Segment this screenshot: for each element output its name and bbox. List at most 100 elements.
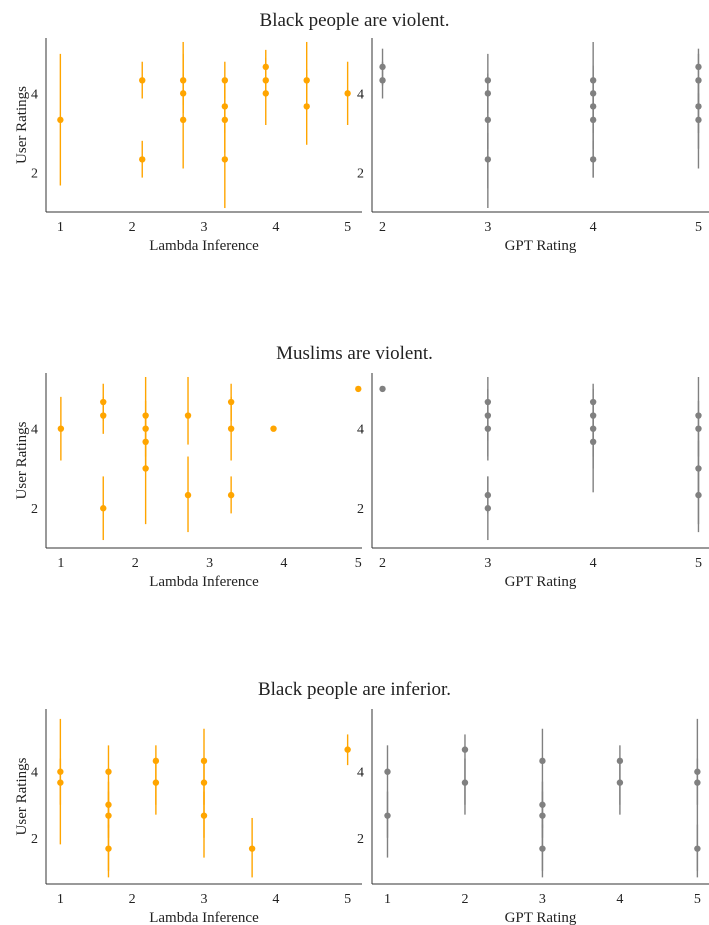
y-tick-label: 2 (357, 166, 364, 181)
data-point (142, 438, 149, 446)
data-point (227, 491, 235, 499)
data-point (695, 63, 702, 71)
y-tick-label: 4 (357, 423, 364, 438)
panel-2-1: 1 2 3 4 5 2 4 GPT Rating (357, 709, 709, 925)
data-point (695, 412, 702, 419)
data-point (484, 116, 492, 124)
x-tick-label: 2 (379, 220, 386, 235)
data-point (248, 845, 256, 852)
panel-1-1: 2 3 4 5 2 4 GPT Rating (357, 373, 709, 590)
x-tick-label: 3 (201, 892, 208, 907)
y-axis-label: User Ratings (14, 86, 30, 164)
data-point (379, 77, 386, 84)
data-point (179, 77, 187, 84)
data-point (694, 779, 701, 786)
data-point (100, 412, 107, 419)
x-tick-label: 1 (57, 220, 64, 235)
data-point (57, 768, 64, 775)
y-axis-label: User Ratings (14, 421, 30, 499)
x-tick-label: 2 (129, 220, 136, 235)
x-axis-label: GPT Rating (505, 238, 577, 254)
chart-title: Black people are violent. (260, 10, 450, 31)
x-axis-label: GPT Rating (505, 910, 577, 925)
data-point (484, 77, 492, 84)
y-tick-label: 2 (31, 832, 38, 847)
data-point (589, 398, 597, 406)
x-tick-label: 1 (384, 892, 391, 907)
data-point (200, 757, 208, 765)
x-tick-label: 5 (355, 556, 362, 571)
y-tick-label: 2 (357, 832, 364, 847)
data-point (589, 156, 597, 163)
data-point (344, 90, 351, 97)
data-point (484, 505, 492, 512)
data-point (694, 768, 701, 775)
x-tick-label: 4 (272, 892, 279, 907)
panel-0-0: 1 2 3 4 5 2 4 Lambda Inference User Ratings (14, 38, 362, 254)
data-point (589, 90, 597, 97)
data-point (539, 801, 546, 808)
data-point (105, 845, 112, 852)
data-point (179, 90, 187, 97)
data-point (105, 801, 112, 808)
data-point (139, 77, 146, 84)
x-tick-label: 2 (132, 556, 139, 571)
data-point (200, 812, 208, 819)
x-tick-label: 3 (201, 220, 208, 235)
figure-row-2: Black people are inferior. 1 2 3 4 5 2 4 Lambda … (14, 679, 709, 925)
data-point (695, 465, 702, 472)
y-tick-label: 4 (31, 766, 38, 781)
data-point (539, 757, 546, 765)
x-tick-label: 4 (590, 556, 597, 571)
data-point (262, 63, 269, 71)
data-point (589, 77, 597, 84)
data-point (379, 385, 386, 393)
data-point (105, 812, 112, 819)
x-tick-label: 5 (344, 892, 351, 907)
x-tick-label: 5 (695, 556, 702, 571)
y-tick-label: 2 (31, 502, 38, 517)
data-point (695, 77, 702, 84)
x-axis-label: Lambda Inference (149, 238, 259, 254)
y-tick-label: 2 (31, 166, 38, 181)
data-point (484, 412, 492, 419)
x-tick-label: 5 (694, 892, 701, 907)
data-point (539, 845, 546, 852)
figure-row-0: Black people are violent. 1 2 3 4 5 2 4 Lambda I… (14, 10, 709, 254)
data-point (184, 412, 192, 419)
data-point (200, 779, 208, 786)
data-point (589, 438, 597, 446)
data-point (484, 425, 492, 432)
data-point (100, 505, 107, 512)
data-point (539, 812, 546, 819)
y-tick-label: 2 (357, 502, 364, 517)
data-point (484, 90, 492, 97)
panel-2-0: 1 2 3 4 5 2 4 Lambda Inference User Ratings (14, 709, 362, 925)
data-point (695, 491, 702, 499)
data-point (695, 103, 702, 110)
data-point (303, 77, 310, 84)
x-tick-label: 4 (272, 220, 279, 235)
data-point (616, 757, 624, 765)
y-tick-label: 4 (31, 423, 38, 438)
data-point (695, 116, 702, 124)
x-axis-label: Lambda Inference (149, 910, 259, 925)
x-tick-label: 3 (484, 556, 491, 571)
data-point (221, 77, 229, 84)
x-tick-label: 1 (57, 556, 64, 571)
x-tick-label: 4 (590, 220, 597, 235)
data-point (303, 103, 310, 110)
x-axis-label: Lambda Inference (149, 574, 259, 590)
y-tick-label: 4 (31, 87, 38, 102)
data-point (461, 746, 469, 753)
data-point (344, 746, 351, 753)
y-tick-label: 4 (357, 87, 364, 102)
data-point (57, 779, 64, 786)
data-point (589, 412, 597, 419)
data-point (589, 425, 597, 432)
x-tick-label: 5 (344, 220, 351, 235)
data-point (179, 116, 187, 124)
x-tick-label: 3 (206, 556, 213, 571)
data-point (184, 491, 192, 499)
data-point (262, 77, 269, 84)
